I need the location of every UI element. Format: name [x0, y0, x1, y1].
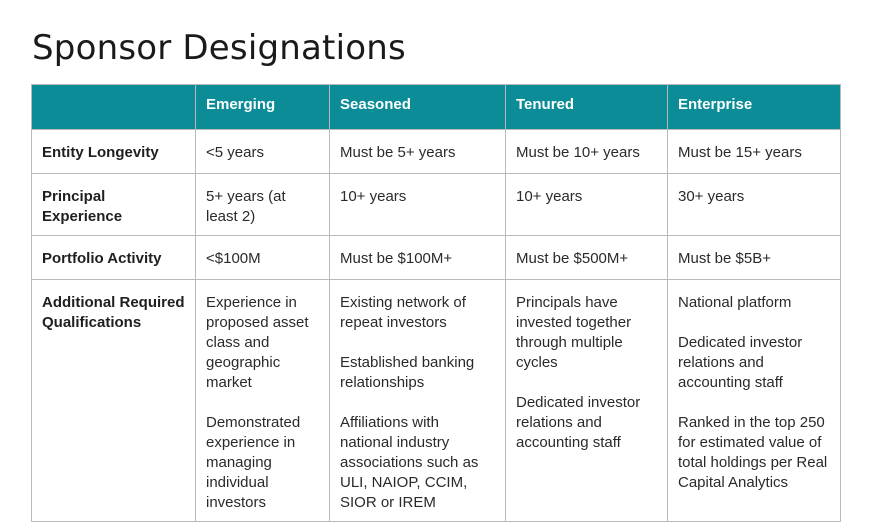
- table-cell: 10+ years: [505, 173, 668, 236]
- row-label: Entity Longevity: [31, 129, 196, 174]
- table-cell: Must be $500M+: [505, 235, 668, 280]
- cell-text: Experience in proposed asset class and g…: [206, 294, 309, 391]
- table-cell: Existing network of repeat investors Est…: [329, 279, 506, 522]
- cell-text: Affiliations with national industry asso…: [340, 414, 479, 511]
- table-row: Entity Longevity <5 years Must be 5+ yea…: [31, 129, 841, 174]
- table-cell: 30+ years: [667, 173, 841, 236]
- cell-text: Must be 15+ years: [678, 144, 802, 161]
- cell-text: Must be 5+ years: [340, 144, 456, 161]
- table-cell: Must be $5B+: [667, 235, 841, 280]
- cell-text: <$100M: [206, 250, 261, 267]
- table-cell: <5 years: [195, 129, 330, 174]
- cell-text: <5 years: [206, 144, 264, 161]
- cell-text: Established banking relationships: [340, 354, 475, 391]
- cell-text: Existing network of repeat investors: [340, 294, 466, 331]
- table-cell: Must be 5+ years: [329, 129, 506, 174]
- cell-text: Dedicated investor relations and account…: [678, 334, 803, 391]
- cell-text: Must be 10+ years: [516, 144, 640, 161]
- header-cell-emerging: Emerging: [195, 84, 330, 130]
- table-row: Principal Experience 5+ years (at least …: [31, 173, 841, 236]
- table-row: Portfolio Activity <$100M Must be $100M+…: [31, 235, 841, 280]
- table-header-row: Emerging Seasoned Tenured Enterprise: [31, 84, 841, 130]
- table-cell: 5+ years (at least 2): [195, 173, 330, 236]
- cell-text: National platform: [678, 294, 792, 311]
- cell-text: Principals have invested together throug…: [516, 294, 632, 371]
- table-cell: <$100M: [195, 235, 330, 280]
- cell-text: Demonstrated experience in managing indi…: [206, 414, 301, 511]
- cell-text: Must be $500M+: [516, 250, 629, 267]
- cell-text: 10+ years: [516, 188, 583, 205]
- header-cell-tenured: Tenured: [505, 84, 668, 130]
- table-cell: Experience in proposed asset class and g…: [195, 279, 330, 522]
- page-title: Sponsor Designations: [32, 28, 406, 68]
- table-cell: National platform Dedicated investor rel…: [667, 279, 841, 522]
- cell-text: 30+ years: [678, 188, 745, 205]
- row-label: Portfolio Activity: [31, 235, 196, 280]
- table-cell: Must be 10+ years: [505, 129, 668, 174]
- table-cell: Principals have invested together throug…: [505, 279, 668, 522]
- table-cell: Must be $100M+: [329, 235, 506, 280]
- table-cell: 10+ years: [329, 173, 506, 236]
- header-cell-seasoned: Seasoned: [329, 84, 506, 130]
- cell-text: Must be $100M+: [340, 250, 453, 267]
- cell-text: Must be $5B+: [678, 250, 771, 267]
- cell-text: 5+ years (at least 2): [206, 188, 286, 225]
- sponsor-designations-table: Emerging Seasoned Tenured Enterprise Ent…: [31, 84, 841, 522]
- table-row: Additional Required Qualifications Exper…: [31, 279, 841, 522]
- cell-text: 10+ years: [340, 188, 407, 205]
- cell-text: Ranked in the top 250 for estimated valu…: [678, 414, 828, 491]
- header-cell-blank: [31, 84, 196, 130]
- cell-text: Dedicated investor relations and account…: [516, 394, 641, 451]
- table-cell: Must be 15+ years: [667, 129, 841, 174]
- row-label: Principal Experience: [31, 173, 196, 236]
- row-label: Additional Required Qualifications: [31, 279, 196, 522]
- header-cell-enterprise: Enterprise: [667, 84, 841, 130]
